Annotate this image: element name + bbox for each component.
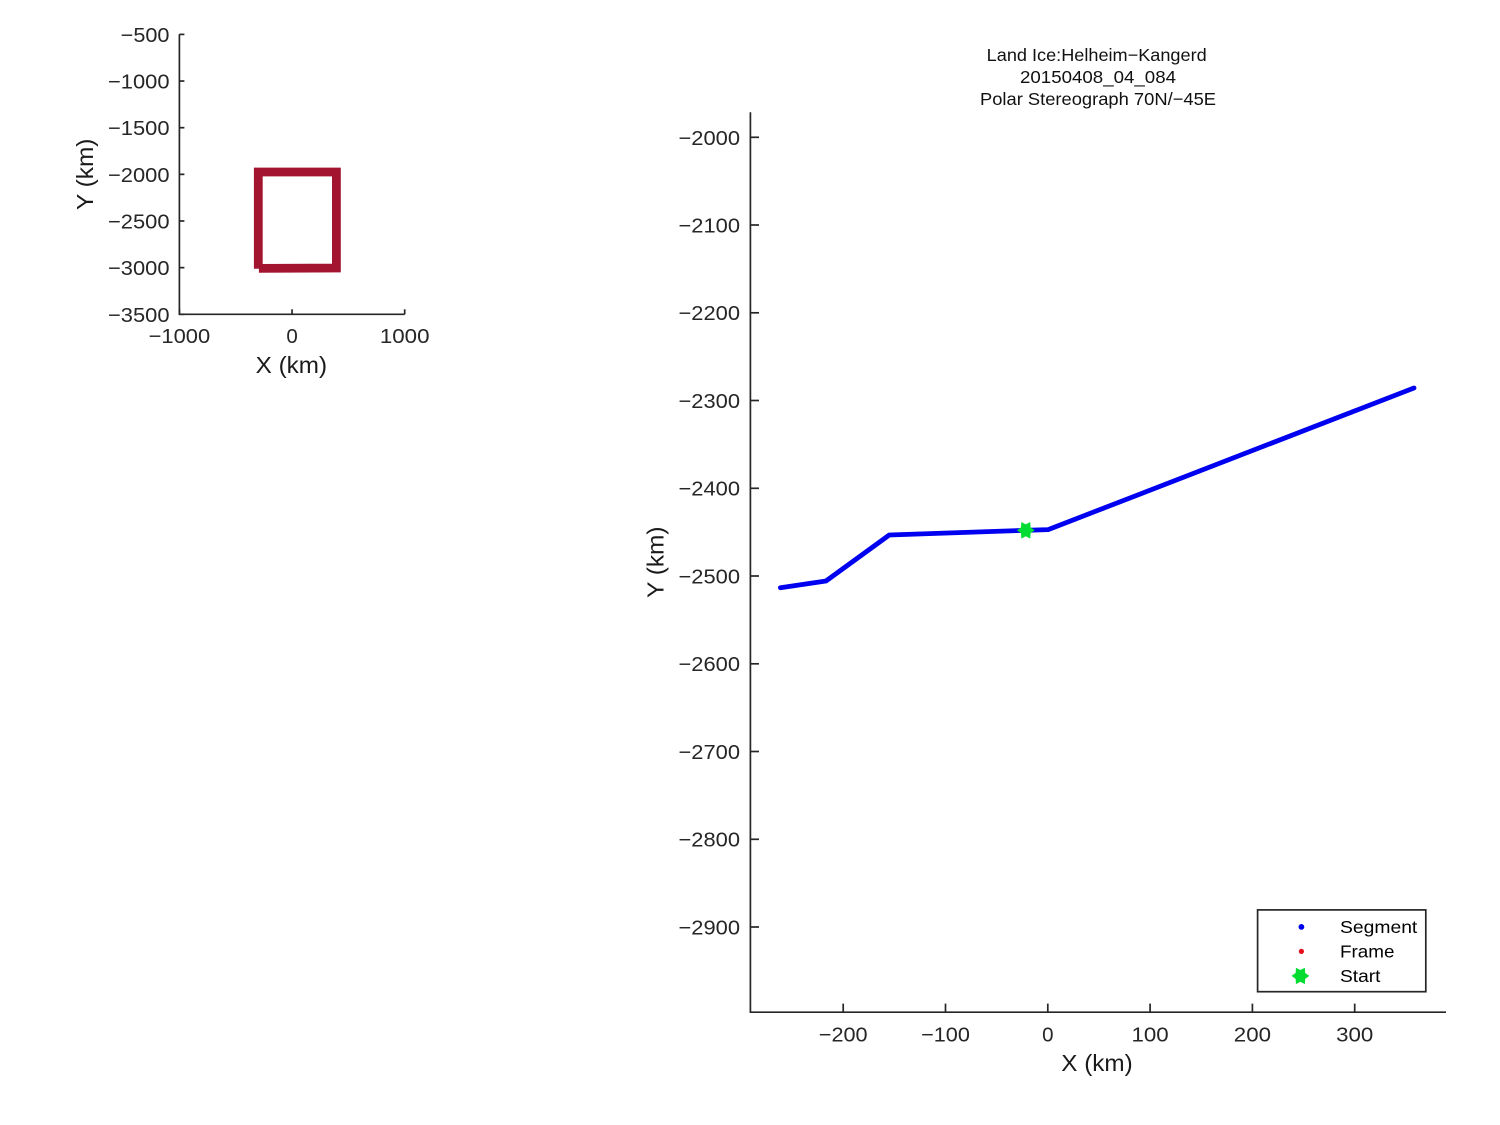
svg-text:−2600: −2600 <box>679 653 741 676</box>
svg-text:Y (km): Y (km) <box>642 527 668 598</box>
svg-text:−200: −200 <box>819 1024 868 1047</box>
svg-text:−1000: −1000 <box>108 71 170 94</box>
svg-text:Y (km): Y (km) <box>72 139 98 210</box>
svg-text:−2200: −2200 <box>679 302 741 325</box>
svg-text:−3000: −3000 <box>108 257 170 280</box>
svg-text:0: 0 <box>1042 1024 1053 1047</box>
svg-text:−2900: −2900 <box>679 916 741 939</box>
svg-text:20150408_04_084: 20150408_04_084 <box>1020 67 1176 88</box>
svg-text:Start: Start <box>1340 966 1381 986</box>
svg-text:Land Ice:Helheim−Kangerd: Land Ice:Helheim−Kangerd <box>987 45 1207 65</box>
svg-text:−2500: −2500 <box>679 566 741 589</box>
svg-text:−2100: −2100 <box>679 215 741 238</box>
svg-text:−2000: −2000 <box>108 164 170 187</box>
svg-text:−2300: −2300 <box>679 390 741 413</box>
svg-text:−2700: −2700 <box>679 741 741 764</box>
svg-text:0: 0 <box>286 325 297 348</box>
svg-text:−2500: −2500 <box>108 211 170 234</box>
svg-text:−2400: −2400 <box>679 478 741 501</box>
svg-text:−100: −100 <box>921 1024 970 1047</box>
svg-text:−500: −500 <box>121 24 170 47</box>
svg-text:200: 200 <box>1234 1024 1271 1047</box>
svg-text:Polar Stereograph 70N/−45E: Polar Stereograph 70N/−45E <box>980 89 1216 109</box>
svg-text:X (km): X (km) <box>1061 1050 1132 1076</box>
svg-text:Frame: Frame <box>1340 942 1395 962</box>
svg-text:−3500: −3500 <box>108 304 170 327</box>
svg-text:−2000: −2000 <box>679 127 741 150</box>
svg-text:−1500: −1500 <box>108 117 170 140</box>
svg-text:X (km): X (km) <box>256 352 327 378</box>
svg-text:−2800: −2800 <box>679 829 741 852</box>
svg-text:−1000: −1000 <box>149 325 211 348</box>
svg-text:Segment: Segment <box>1340 917 1417 937</box>
svg-text:100: 100 <box>1132 1024 1169 1047</box>
svg-text:1000: 1000 <box>380 325 430 348</box>
svg-text:300: 300 <box>1336 1024 1373 1047</box>
